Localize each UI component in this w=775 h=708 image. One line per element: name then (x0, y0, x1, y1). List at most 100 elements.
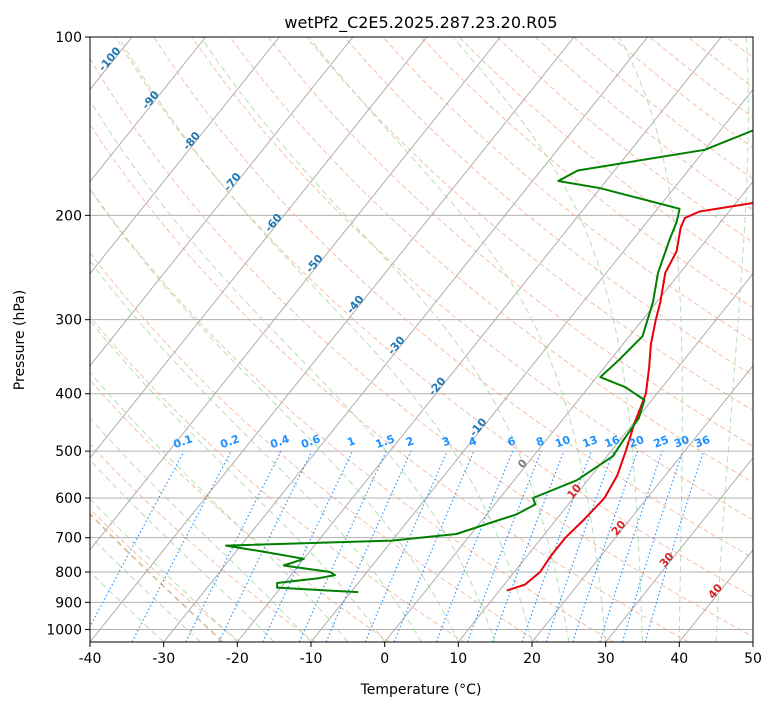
moist-adiabat-line (90, 498, 238, 642)
mixing-ratio-label: 8 (534, 434, 546, 449)
dry-adiabat-line (267, 37, 753, 447)
y-tick-label: 1000 (46, 622, 82, 638)
mixing-ratio-line (521, 450, 592, 642)
dry-adiabat-line (90, 379, 390, 642)
mixing-ratio-line (364, 450, 448, 642)
mixing-ratio-line (545, 450, 614, 642)
moist-adiabat-line (118, 37, 533, 642)
isotherm-line (90, 37, 428, 459)
dewpoint-profile-line (225, 129, 753, 594)
x-tick-label: -20 (226, 651, 249, 667)
x-tick-label: 20 (523, 651, 541, 667)
mixing-ratio-label: 0.2 (219, 432, 242, 451)
x-tick-label: 30 (597, 651, 615, 667)
dry-adiabat-line (382, 37, 753, 343)
mixing-ratio-label: 0.6 (299, 432, 322, 451)
mixing-ratio-label: 3 (440, 434, 452, 449)
isotherm-line (531, 365, 753, 642)
x-axis-label: Temperature (°C) (360, 682, 482, 698)
moist-adiabat-line (200, 37, 570, 642)
moist-adiabat-line (90, 320, 386, 642)
dry-adiabat-line (90, 443, 315, 642)
y-tick-label: 300 (55, 313, 82, 329)
mixing-ratio-label: 1 (345, 434, 357, 449)
dry-adiabat-line (90, 123, 689, 642)
mixing-ratio-label: 6 (506, 434, 518, 449)
background-guides (90, 37, 753, 642)
isotherm-line (605, 457, 753, 642)
dry-adiabat-line (90, 508, 241, 642)
moist-adiabat-line (452, 37, 643, 642)
y-tick-label: 200 (55, 208, 82, 224)
x-tick-label: 40 (670, 651, 688, 667)
mixing-ratio-line (466, 450, 542, 642)
y-tick-label: 700 (55, 531, 82, 547)
y-tick-label: 900 (55, 595, 82, 611)
mixing-ratio-line (435, 450, 514, 642)
isotherm-line (90, 37, 280, 275)
moist-adiabat-line (90, 571, 165, 642)
x-tick-label: -10 (300, 651, 323, 667)
mixing-ratio-label: 25 (652, 433, 671, 450)
mixing-ratio-line (572, 450, 639, 642)
plot-frame (89, 36, 754, 643)
moist-adiabat-line (90, 260, 422, 642)
mixing-ratio-line (325, 450, 412, 642)
mixing-ratio-label: 1.5 (374, 432, 397, 451)
isotherm-line (457, 272, 753, 642)
moist-adiabat-line (618, 37, 683, 642)
isotherm-line (163, 37, 649, 642)
mixing-ratio-label: 20 (627, 433, 646, 451)
mixing-ratio-label: 0.4 (269, 432, 292, 451)
y-tick-label: 500 (55, 444, 82, 460)
moist-adiabat-line (90, 535, 201, 642)
dry-adiabat-line (90, 315, 465, 642)
x-tick-label: 0 (380, 651, 389, 667)
moist-adiabat-line (715, 37, 749, 642)
isotherm-line (90, 37, 207, 183)
moist-adiabat-line (308, 37, 607, 642)
data-series-layer (225, 129, 753, 594)
mixing-ratio-label: 36 (693, 433, 712, 451)
y-axis-label: Pressure (hPa) (12, 290, 28, 390)
dry-adiabat-line (115, 37, 753, 598)
moist-adiabat-line (90, 512, 224, 642)
dry-adiabat-line (90, 57, 753, 638)
mixing-ratio-label: 2 (404, 434, 416, 449)
moist-adiabat-line (90, 188, 459, 642)
mixing-ratio-line (393, 450, 475, 642)
mixing-ratio-label: 10 (553, 433, 572, 451)
mixing-ratio-line (621, 450, 684, 642)
mixing-ratio-label: 0.1 (172, 432, 195, 451)
x-tick-label: 50 (744, 651, 762, 667)
moist-adiabat-line (90, 459, 275, 642)
isotherm-line (384, 180, 753, 642)
moist-adiabat-line (90, 371, 349, 642)
x-tick-label: -40 (79, 651, 102, 667)
axis-ticks: -40 -30 -20 -10 0 10 20 30 40 5010020030040050060… (46, 30, 762, 667)
x-tick-label: 10 (449, 651, 467, 667)
chart-title: wetPf2_C2E5.2025.287.23.20.R05 (284, 13, 557, 33)
isotherm-line (236, 37, 722, 642)
mixing-ratio-line (644, 450, 705, 642)
mixing-ratio-label: 4 (467, 434, 479, 449)
temperature-profile-line (506, 201, 753, 592)
mixing-ratio-label: 16 (603, 433, 622, 451)
dry-adiabat-line (90, 188, 614, 642)
dry-adiabat-line (191, 37, 753, 521)
isotherm-line (90, 37, 501, 551)
y-tick-label: 100 (55, 30, 82, 46)
x-tick-label: -30 (152, 651, 175, 667)
isotherm-line (90, 37, 354, 367)
y-tick-label: 800 (55, 565, 82, 581)
y-tick-label: 600 (55, 491, 82, 507)
dry-adiabat-line (420, 37, 753, 309)
mixing-ratio-line (599, 450, 663, 642)
mixing-ratio-line (90, 450, 185, 628)
dry-adiabat-line (90, 252, 540, 642)
mixing-ratio-label: 30 (672, 433, 691, 451)
y-tick-label: 400 (55, 387, 82, 403)
moist-adiabat-line (90, 99, 496, 642)
mixing-ratio-line (491, 450, 565, 642)
